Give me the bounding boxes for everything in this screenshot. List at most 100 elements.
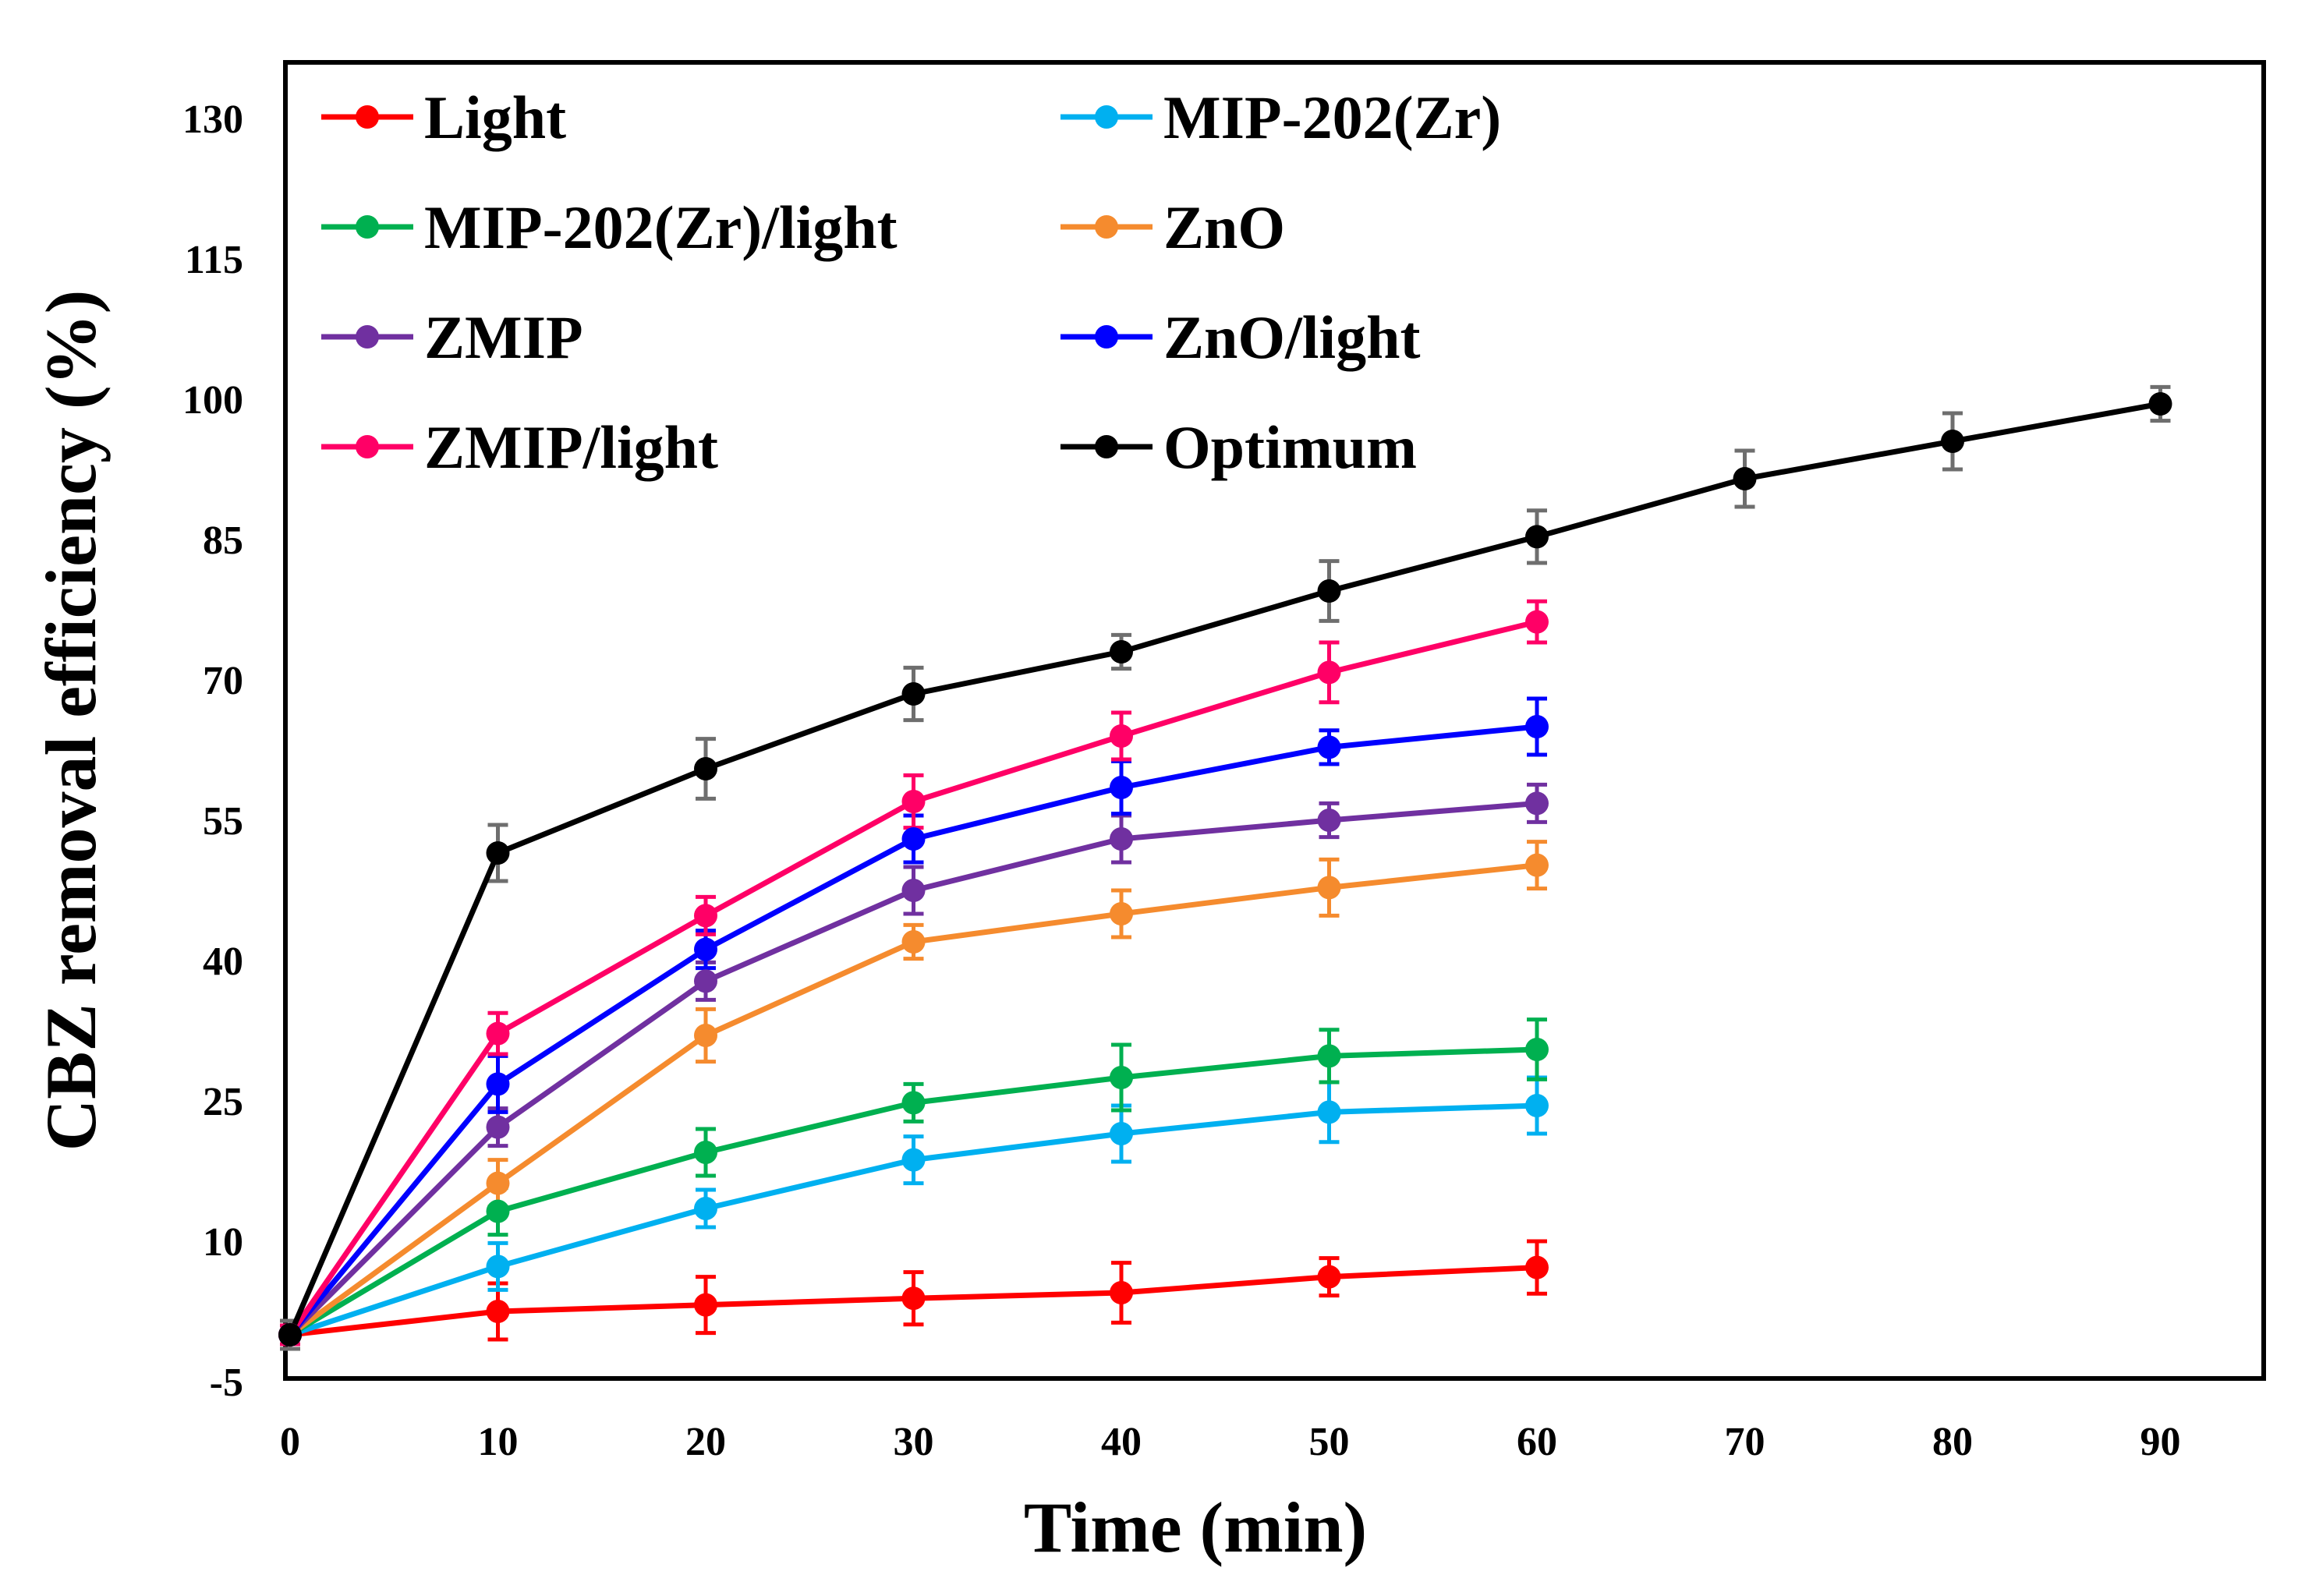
data-point-zno-light bbox=[1110, 776, 1133, 799]
legend-marker-light bbox=[356, 105, 379, 129]
legend-item-zmip-light: ZMIP/light bbox=[321, 413, 718, 481]
y-tick-label: 85 bbox=[203, 518, 243, 563]
data-point-zno-light bbox=[1317, 735, 1341, 759]
data-point-mip-202-zr bbox=[1110, 1122, 1133, 1145]
legend-label: ZMIP/light bbox=[424, 413, 718, 481]
data-point-zmip-light bbox=[694, 904, 717, 928]
data-point-zno bbox=[1110, 902, 1133, 925]
y-tick-label: 25 bbox=[203, 1080, 243, 1124]
data-point-zmip-light bbox=[1110, 724, 1133, 748]
data-point-zmip bbox=[901, 879, 926, 902]
x-tick-label: 90 bbox=[2140, 1420, 2181, 1464]
data-point-zno bbox=[901, 930, 926, 954]
series-layer bbox=[278, 384, 2172, 1351]
data-point-optimum bbox=[1317, 579, 1341, 603]
legend-label: ZnO/light bbox=[1163, 303, 1420, 371]
data-point-mip-202-zr-light bbox=[694, 1141, 717, 1164]
x-tick-label: 30 bbox=[894, 1420, 934, 1464]
legend-item-zno-light: ZnO/light bbox=[1060, 303, 1420, 371]
series-line-zmip-light bbox=[288, 619, 1538, 1336]
legend-marker-zmip bbox=[356, 325, 379, 349]
legend-marker-zmip-light bbox=[356, 435, 379, 458]
lines-layer bbox=[287, 401, 2162, 1338]
data-point-zno bbox=[1317, 876, 1341, 900]
data-point-zmip bbox=[694, 969, 717, 993]
y-tick-label: 10 bbox=[203, 1220, 243, 1265]
y-tick-label: 130 bbox=[182, 97, 243, 142]
data-point-mip-202-zr bbox=[1317, 1100, 1341, 1124]
legend-label: Optimum bbox=[1163, 413, 1417, 481]
data-point-zmip bbox=[486, 1115, 510, 1139]
data-point-mip-202-zr-light bbox=[1525, 1038, 1549, 1061]
legend-label: ZMIP bbox=[424, 303, 583, 371]
data-point-light bbox=[486, 1300, 510, 1323]
legend-marker-zno bbox=[1095, 215, 1118, 239]
x-tick-label: 50 bbox=[1309, 1420, 1350, 1464]
axis-ticks: 0 10 20 30 40 50 60 70 80 90 -5 10 25 40 55 70 85 100 115 1… bbox=[182, 97, 2181, 1464]
legend-item-zmip: ZMIP bbox=[321, 303, 583, 371]
data-point-zmip-light bbox=[901, 790, 926, 813]
data-point-zmip-light bbox=[1525, 610, 1549, 634]
data-point-mip-202-zr-light bbox=[1110, 1066, 1133, 1089]
data-point-mip-202-zr-light bbox=[901, 1091, 926, 1115]
data-point-light bbox=[1110, 1281, 1133, 1304]
x-tick-label: 80 bbox=[1932, 1420, 1973, 1464]
data-point-optimum bbox=[1525, 525, 1549, 549]
data-point-zno-light bbox=[694, 937, 717, 961]
data-point-optimum bbox=[486, 841, 510, 865]
legend-label: ZnO bbox=[1163, 193, 1285, 261]
legend-item-light: Light bbox=[321, 83, 566, 151]
data-point-mip-202-zr-light bbox=[1317, 1044, 1341, 1068]
series-line-optimum bbox=[287, 401, 2162, 1336]
y-tick-label: 100 bbox=[182, 378, 243, 423]
legend-item-zno: ZnO bbox=[1060, 193, 1285, 261]
y-tick-label: 115 bbox=[185, 238, 243, 282]
legend-marker-mip-202-zr-light bbox=[356, 215, 379, 239]
data-point-mip-202-zr-light bbox=[486, 1199, 510, 1223]
data-point-optimum bbox=[1110, 640, 1133, 664]
data-point-zno-light bbox=[486, 1072, 510, 1096]
data-point-mip-202-zr bbox=[1525, 1094, 1549, 1117]
y-tick-label: 40 bbox=[203, 940, 243, 984]
data-point-zno-light bbox=[1525, 715, 1549, 738]
data-point-optimum bbox=[1941, 430, 1964, 453]
data-point-zmip bbox=[1525, 791, 1549, 816]
legend-label: MIP-202(Zr)/light bbox=[424, 193, 898, 261]
x-tick-label: 20 bbox=[685, 1420, 726, 1464]
data-point-light bbox=[694, 1293, 717, 1317]
data-point-optimum bbox=[901, 682, 926, 706]
data-point-optimum bbox=[2148, 392, 2172, 416]
data-point-mip-202-zr bbox=[694, 1197, 717, 1220]
data-point-zmip-light bbox=[1317, 660, 1341, 685]
data-point-optimum bbox=[1733, 467, 1757, 490]
legend-label: Light bbox=[424, 83, 566, 151]
error-bars-layer bbox=[280, 384, 2171, 1351]
plot-frame bbox=[283, 60, 2266, 1381]
data-point-zno bbox=[486, 1171, 510, 1195]
x-tick-label: 60 bbox=[1517, 1420, 1557, 1464]
data-point-zno bbox=[694, 1024, 717, 1047]
legend-item-optimum: Optimum bbox=[1060, 413, 1417, 481]
data-point-zmip bbox=[1110, 827, 1133, 851]
legend-marker-mip-202-zr bbox=[1095, 105, 1118, 129]
x-tick-label: 10 bbox=[478, 1420, 519, 1464]
data-point-zno-light bbox=[901, 827, 926, 851]
data-point-zmip bbox=[1317, 809, 1341, 832]
data-point-light bbox=[1525, 1255, 1549, 1279]
legend-item-mip-202-zr: MIP-202(Zr) bbox=[1060, 83, 1501, 151]
data-point-light bbox=[901, 1286, 926, 1311]
x-axis-title: Time (min) bbox=[1024, 1488, 1367, 1567]
legend-marker-zno-light bbox=[1095, 325, 1118, 349]
data-point-optimum bbox=[694, 757, 717, 780]
legend-item-mip-202-zr-light: MIP-202(Zr)/light bbox=[321, 193, 898, 261]
legend-label: MIP-202(Zr) bbox=[1163, 83, 1501, 151]
y-tick-label: -5 bbox=[210, 1361, 243, 1405]
legend: Light MIP-202(Zr) MIP-202(Zr)/light ZnO ZMIP… bbox=[321, 83, 1501, 481]
data-point-mip-202-zr bbox=[901, 1148, 926, 1172]
markers-layer bbox=[278, 392, 2172, 1347]
y-tick-label: 70 bbox=[203, 659, 243, 703]
data-point-zno bbox=[1525, 853, 1549, 877]
data-point-mip-202-zr bbox=[486, 1255, 510, 1279]
data-point-optimum bbox=[278, 1323, 302, 1347]
